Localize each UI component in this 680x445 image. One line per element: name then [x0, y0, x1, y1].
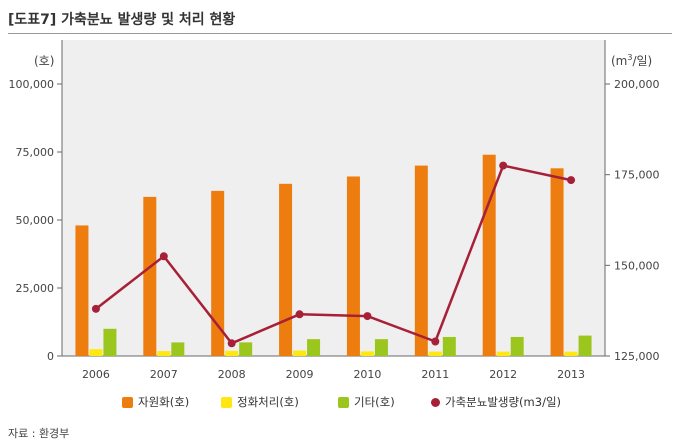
x-tick-label: 2011	[421, 368, 449, 381]
bar-other	[442, 336, 456, 356]
bar-recycling	[550, 168, 564, 356]
x-tick-label: 2007	[150, 368, 178, 381]
bar-purification	[225, 350, 239, 356]
legend-swatch-recycling	[122, 396, 133, 408]
left-tick-label: 50,000	[16, 214, 55, 227]
left-tick-label: 25,000	[16, 282, 55, 295]
bar-purification	[89, 349, 103, 356]
generation-point	[295, 310, 304, 319]
generation-point	[227, 339, 236, 348]
bar-purification	[564, 351, 578, 356]
legend-label-recycling: 자원화(호)	[138, 395, 190, 409]
chart-title: [도표7] 가축분뇨 발생량 및 처리 현황	[8, 12, 236, 28]
right-tick-label: 125,000	[614, 350, 660, 363]
generation-point	[159, 252, 168, 261]
x-tick-label: 2009	[286, 368, 314, 381]
bar-other	[239, 342, 253, 356]
bar-other	[171, 342, 185, 356]
bar-purification	[360, 351, 374, 356]
generation-point	[363, 312, 372, 321]
bar-recycling	[143, 196, 157, 356]
chart-legend: 자원화(호) 정화처리(호) 기타(호) 가축분뇨발생량(m3/일)	[0, 394, 680, 410]
bar-recycling	[211, 190, 225, 356]
title-divider	[8, 33, 672, 34]
legend-label-generation: 가축분뇨발생량(m3/일)	[445, 395, 562, 409]
bar-other	[103, 328, 117, 356]
bar-other	[307, 339, 321, 356]
legend-swatch-other	[338, 396, 349, 408]
right-axis-unit: (m3/일)	[611, 52, 652, 69]
legend-item-other: 기타(호)	[338, 394, 395, 410]
generation-point	[91, 304, 100, 313]
generation-point	[567, 176, 576, 185]
legend-label-purification: 정화처리(호)	[237, 395, 299, 409]
legend-item-generation: 가축분뇨발생량(m3/일)	[431, 394, 561, 410]
right-tick-label: 150,000	[614, 259, 660, 272]
bar-other	[374, 339, 388, 356]
right-unit-suffix: /일)	[632, 54, 653, 68]
legend-swatch-purification	[221, 396, 232, 408]
bar-recycling	[75, 225, 89, 356]
x-tick-label: 2010	[353, 368, 381, 381]
x-tick-label: 2008	[218, 368, 246, 381]
x-tick-label: 2006	[82, 368, 110, 381]
generation-line	[95, 164, 572, 345]
left-tick-label: 100,000	[9, 78, 55, 91]
generation-point	[431, 337, 440, 346]
legend-item-recycling: 자원화(호)	[122, 394, 189, 410]
legend-item-purification: 정화처리(호)	[221, 394, 299, 410]
right-unit-sup: 3	[627, 53, 633, 62]
right-tick-label: 175,000	[614, 169, 660, 182]
bar-recycling	[279, 183, 293, 356]
left-axis-unit: (호)	[34, 54, 55, 68]
right-unit-prefix: (m	[611, 54, 628, 68]
bar-purification	[496, 351, 510, 356]
bar-recycling	[482, 154, 496, 356]
bar-recycling	[414, 165, 428, 356]
generation-point	[499, 161, 508, 170]
x-tick-label: 2012	[489, 368, 517, 381]
bar-other	[510, 336, 524, 356]
x-tick-label: 2013	[557, 368, 585, 381]
legend-dot-generation	[431, 397, 440, 407]
bar-purification	[293, 350, 307, 356]
left-tick-label: 0	[47, 350, 54, 363]
legend-label-other: 기타(호)	[354, 395, 395, 409]
bar-purification	[157, 351, 171, 356]
bar-other	[578, 335, 592, 356]
source-note: 자료 : 환경부	[8, 427, 70, 440]
left-tick-label: 75,000	[16, 146, 55, 159]
bar-purification	[428, 351, 442, 356]
right-tick-label: 200,000	[614, 78, 660, 91]
bar-recycling	[346, 176, 360, 356]
